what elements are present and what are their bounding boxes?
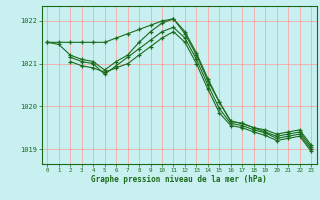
- X-axis label: Graphe pression niveau de la mer (hPa): Graphe pression niveau de la mer (hPa): [91, 175, 267, 184]
